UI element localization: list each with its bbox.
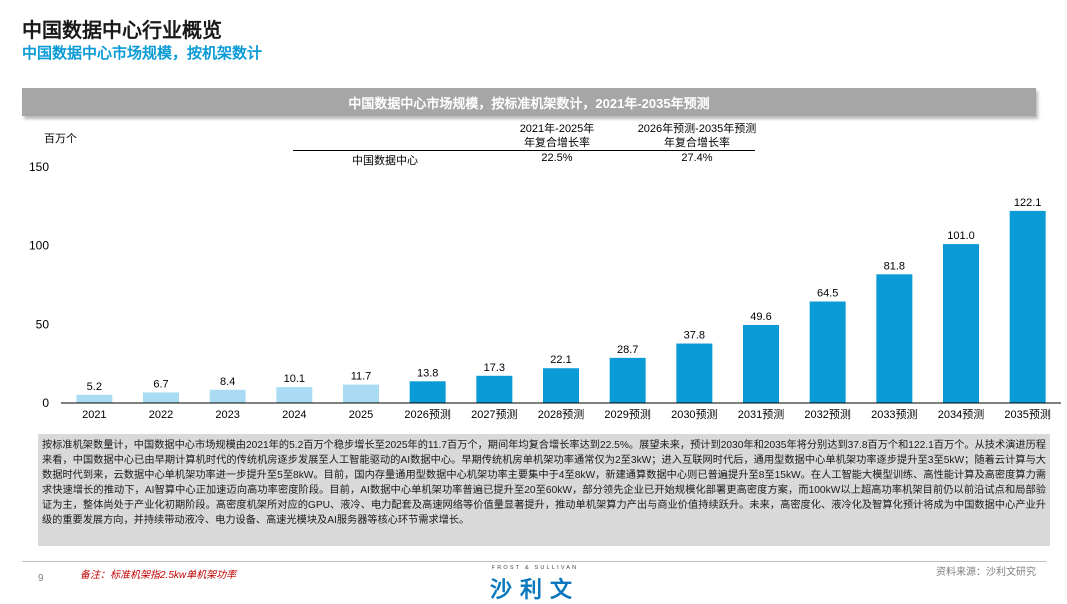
data-label: 11.7 xyxy=(351,371,372,383)
x-tick-label: 2035预测 xyxy=(1004,408,1050,421)
bar xyxy=(343,384,379,403)
x-tick-label: 2028预测 xyxy=(538,408,584,421)
bar xyxy=(209,389,246,403)
data-label: 49.6 xyxy=(750,311,771,323)
x-tick-label: 2032预测 xyxy=(804,408,850,421)
x-tick-label: 2025 xyxy=(349,409,373,421)
data-label: 17.3 xyxy=(484,362,505,374)
cagr-value-2026-2035: 27.4% xyxy=(681,152,713,164)
cagr-header-2021-2025-line2: 年复合增长率 xyxy=(524,137,590,149)
x-tick-label: 2026预测 xyxy=(404,408,450,421)
x-tick-label: 2033预测 xyxy=(871,408,917,421)
x-tick-label: 2031预测 xyxy=(738,408,784,421)
y-tick-label: 100 xyxy=(29,239,49,253)
bar xyxy=(276,387,313,403)
y-tick-label: 50 xyxy=(36,317,50,331)
data-label: 28.7 xyxy=(617,344,638,356)
cagr-header-2026-2035-line1: 2026年预测-2035年预测 xyxy=(637,123,757,135)
logo-subtext: FROST & SULLIVAN xyxy=(491,565,579,571)
footnote: 备注：标准机架指2.5kw单机架功率 xyxy=(80,570,237,581)
cagr-header-2021-2025: 2021年-2025年 年复合增长率 xyxy=(497,122,617,150)
cagr-header-2021-2025-line1: 2021年-2025年 xyxy=(519,123,595,135)
cagr-row-label: 中国数据中心 xyxy=(352,155,418,167)
company-logo: 沙利文 xyxy=(489,577,580,602)
bar xyxy=(1009,210,1046,403)
data-label: 64.5 xyxy=(817,288,838,300)
data-label: 122.1 xyxy=(1014,197,1042,209)
data-label: 101.0 xyxy=(947,230,975,242)
data-label: 37.8 xyxy=(684,330,705,342)
y-tick-label: 150 xyxy=(29,160,49,174)
x-tick-label: 2029预测 xyxy=(604,408,650,421)
data-label: 10.1 xyxy=(284,373,305,385)
bar xyxy=(543,368,579,403)
data-label: 22.1 xyxy=(550,354,571,366)
x-tick-label: 2024 xyxy=(282,409,306,421)
x-tick-label: 2021 xyxy=(82,409,106,421)
data-label: 13.8 xyxy=(417,367,438,379)
data-label: 5.2 xyxy=(87,381,102,393)
page-title: 中国数据中心行业概览 xyxy=(22,20,222,42)
x-tick-label: 2034预测 xyxy=(938,408,984,421)
cagr-header-2026-2035-line2: 年复合增长率 xyxy=(664,137,730,149)
page-subtitle: 中国数据中心市场规模，按机架数计 xyxy=(22,45,263,62)
page-number: 9 xyxy=(38,573,44,584)
bar xyxy=(76,394,113,403)
footer-divider xyxy=(22,561,1046,562)
x-tick-label: 2022 xyxy=(149,409,173,421)
x-tick-label: 2023 xyxy=(215,409,239,421)
x-tick-label: 2030预测 xyxy=(671,408,717,421)
cagr-table-rule xyxy=(293,150,755,151)
bar xyxy=(609,357,646,403)
bar xyxy=(809,301,846,403)
bar xyxy=(743,324,779,403)
data-label: 8.4 xyxy=(220,376,235,388)
cagr-value-2021-2025: 22.5% xyxy=(541,152,573,164)
data-label: 81.8 xyxy=(884,260,905,272)
bar xyxy=(943,244,979,403)
y-axis-unit-label: 百万个 xyxy=(44,133,77,145)
bar-chart: 0 50 100 150 5.2 2021 6.7 2022 8.4 2023 10.1 2024 11… xyxy=(29,160,1061,421)
y-tick-label: 0 xyxy=(42,396,49,410)
bar xyxy=(409,381,446,403)
chart-title-banner: 中国数据中心市场规模，按标准机架数计，2021年-2035年预测 xyxy=(22,88,1036,116)
x-tick-label: 2027预测 xyxy=(471,408,517,421)
bar xyxy=(676,343,713,403)
bar xyxy=(143,392,179,403)
bar xyxy=(876,274,913,403)
source-note: 资料来源：沙利文研究 xyxy=(936,567,1036,578)
bar xyxy=(476,375,513,403)
data-label: 6.7 xyxy=(153,378,168,390)
cagr-header-2026-2035: 2026年预测-2035年预测 年复合增长率 xyxy=(622,122,772,150)
description-text: 按标准机架数量计，中国数据中心市场规模由2021年的5.2百万个稳步增长至202… xyxy=(38,434,1050,546)
